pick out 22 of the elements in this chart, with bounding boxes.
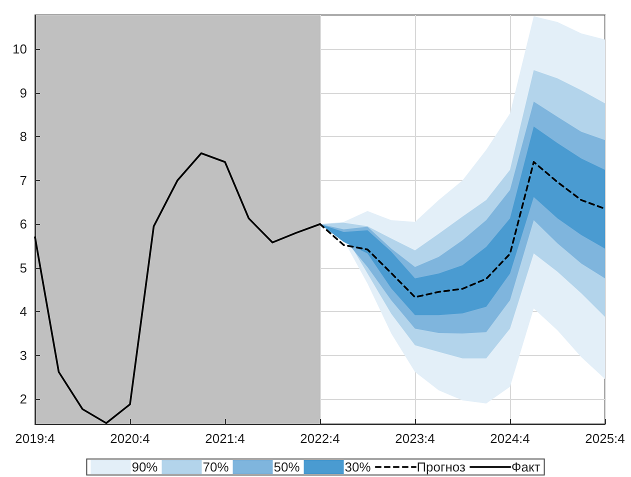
x-tick-label: 2019:4	[15, 431, 55, 446]
y-tick-label: 3	[20, 348, 27, 363]
x-tick-label: 2021:4	[205, 431, 245, 446]
legend-label: 30%	[344, 460, 372, 474]
legend-label: 50%	[274, 460, 300, 474]
y-tick-label: 2	[20, 392, 27, 407]
x-tick-label: 2025:4	[585, 431, 625, 446]
y-tick-label: 4	[20, 304, 27, 320]
y-tick-label: 9	[20, 85, 27, 100]
y-tick-label: 5	[20, 260, 27, 276]
legend-label: Прогноз	[416, 460, 466, 474]
y-tick-label: 10	[12, 42, 27, 57]
y-tick-label: 6	[20, 216, 27, 232]
x-tick-label: 2023:4	[395, 431, 435, 446]
legend-label: 90%	[132, 460, 158, 474]
legend-label: 70%	[202, 460, 230, 474]
x-tick-label: 2020:4	[110, 431, 150, 446]
x-tick-label: 2024:4	[490, 431, 530, 446]
y-tick-label: 7	[20, 172, 27, 188]
legend-label: Факт	[511, 460, 540, 474]
y-tick-label: 8	[20, 129, 27, 144]
x-tick-label: 2022:4	[300, 431, 340, 446]
